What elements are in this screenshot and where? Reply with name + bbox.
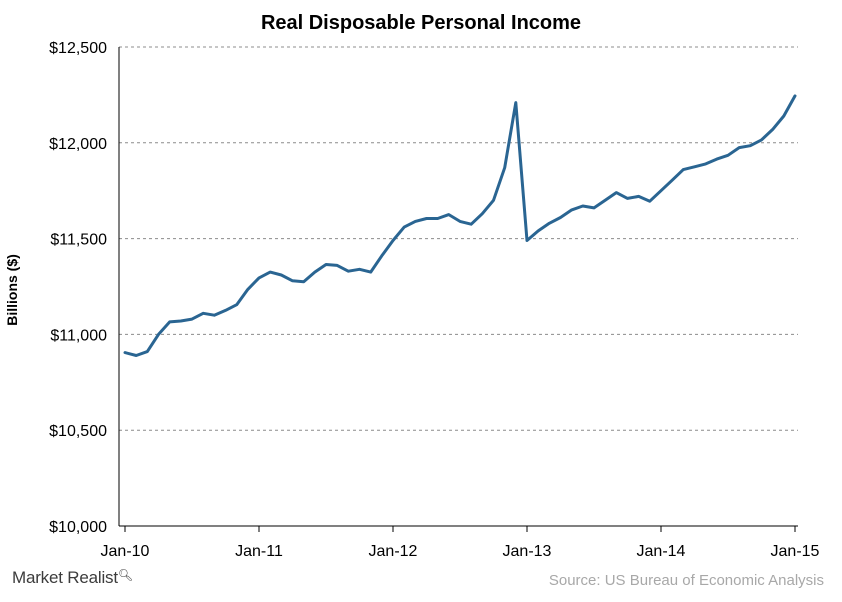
data-point: [727, 154, 729, 156]
axes: [118, 47, 798, 532]
data-point: [615, 191, 617, 193]
data-point: [459, 220, 461, 222]
data-point: [336, 264, 338, 266]
data-point: [626, 197, 628, 199]
data-point: [258, 277, 260, 279]
data-point: [135, 354, 137, 356]
data-point: [414, 220, 416, 222]
income-series-line: [123, 94, 797, 357]
y-tick-label: $10,500: [49, 423, 107, 440]
data-point: [314, 271, 316, 273]
data-point: [660, 190, 662, 192]
data-point: [280, 274, 282, 276]
y-tick-label: $10,000: [49, 519, 107, 536]
data-point: [437, 217, 439, 219]
data-point: [537, 230, 539, 232]
market-realist-logo: Market Realist🔍︎: [12, 568, 133, 588]
data-point: [247, 288, 249, 290]
source-note: Source: US Bureau of Economic Analysis: [548, 572, 824, 589]
data-point: [548, 222, 550, 224]
data-point: [682, 168, 684, 170]
data-point: [180, 320, 182, 322]
y-tick-label: $12,000: [49, 136, 107, 153]
data-point: [705, 163, 707, 165]
y-tick-label: $12,500: [49, 40, 107, 57]
data-point: [515, 101, 517, 103]
data-point: [559, 216, 561, 218]
x-tick-label: Jan-14: [637, 543, 686, 560]
x-tick-label: Jan-10: [101, 543, 150, 560]
data-point: [693, 166, 695, 168]
data-point: [481, 213, 483, 215]
magnifier-icon: 🔍︎: [117, 568, 133, 582]
chart-title: Real Disposable Personal Income: [260, 12, 582, 34]
data-point: [716, 158, 718, 160]
data-point: [638, 195, 640, 197]
data-point: [124, 351, 126, 353]
data-point: [772, 128, 774, 130]
data-point: [169, 321, 171, 323]
data-point: [213, 314, 215, 316]
grid-lines: [119, 46, 798, 431]
data-point: [526, 239, 528, 241]
x-tick-label: Jan-15: [771, 543, 820, 560]
data-point: [146, 350, 148, 352]
data-point: [571, 209, 573, 211]
data-point: [470, 223, 472, 225]
data-point: [582, 205, 584, 207]
x-tick-labels: Jan-10 Jan-11 Jan-12 Jan-13 Jan-14 Jan-15: [101, 543, 820, 560]
data-point: [191, 318, 193, 320]
data-point: [649, 200, 651, 202]
data-point: [358, 268, 360, 270]
data-point: [504, 167, 506, 169]
data-point: [269, 271, 271, 273]
data-point: [425, 217, 427, 219]
x-tick-label: Jan-12: [369, 543, 418, 560]
y-tick-labels: $10,000 $10,500 $11,000 $11,500 $12,000 $12,5…: [49, 40, 107, 536]
data-point: [783, 115, 785, 117]
data-point: [760, 139, 762, 141]
data-point: [392, 239, 394, 241]
data-point: [370, 271, 372, 273]
data-point: [236, 304, 238, 306]
data-point: [325, 263, 327, 265]
x-tick-label: Jan-11: [235, 543, 283, 560]
data-point: [347, 270, 349, 272]
y-tick-label: $11,000: [50, 327, 107, 344]
y-tick-label: $11,500: [50, 232, 107, 249]
data-point: [738, 146, 740, 148]
data-point: [448, 213, 450, 215]
data-point: [671, 179, 673, 181]
data-point: [492, 199, 494, 201]
data-point: [202, 312, 204, 314]
data-point: [749, 145, 751, 147]
data-point: [157, 333, 159, 335]
logo-text: Market Realist: [12, 568, 118, 587]
series-group: [123, 94, 797, 357]
data-point: [224, 309, 226, 311]
x-tick-label: Jan-13: [503, 543, 552, 560]
data-point: [794, 95, 796, 97]
data-point: [593, 207, 595, 209]
data-point: [381, 255, 383, 257]
data-point: [303, 281, 305, 283]
data-point: [403, 226, 405, 228]
data-point: [291, 280, 293, 282]
data-point: [604, 199, 606, 201]
